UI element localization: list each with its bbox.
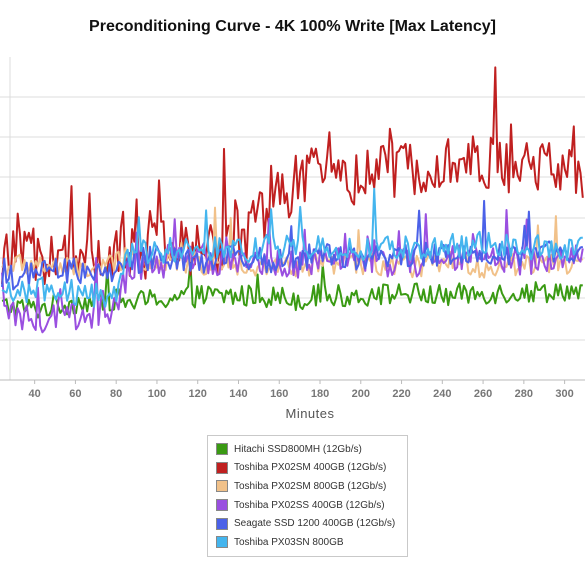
legend-item: Toshiba PX02SM 800GB (12Gb/s) (208, 477, 407, 496)
legend-item: Hitachi SSD800MH (12Gb/s) (208, 440, 407, 459)
x-tick-label: 160 (270, 388, 288, 400)
legend: Hitachi SSD800MH (12Gb/s) Toshiba PX02SM … (207, 435, 408, 557)
x-tick-label: 300 (555, 388, 573, 400)
legend-swatch (216, 499, 228, 512)
x-tick-label: 260 (474, 388, 492, 400)
legend-swatch (216, 461, 228, 474)
x-axis: 40 60 80 100 120 140 160 180 200 220 240 260 280 300 (0, 379, 585, 400)
x-tick-label: 180 (311, 388, 329, 400)
legend-swatch (216, 536, 228, 549)
x-tick-label: 140 (229, 388, 247, 400)
legend-label: Toshiba PX02SS 400GB (12Gb/s) (234, 499, 385, 511)
series-line (1, 187, 583, 308)
legend-item: Toshiba PX02SM 400GB (12Gb/s) (208, 459, 407, 478)
legend-item: Seagate SSD 1200 400GB (12Gb/s) (208, 514, 407, 533)
x-tick-label: 60 (69, 388, 81, 400)
x-tick-label: 120 (189, 388, 207, 400)
legend-label: Hitachi SSD800MH (12Gb/s) (234, 443, 362, 455)
x-tick-label: 280 (515, 388, 533, 400)
legend-label: Toshiba PX03SN 800GB (234, 536, 344, 548)
chart-title: Preconditioning Curve - 4K 100% Write [M… (89, 18, 496, 35)
x-tick-label: 240 (433, 388, 451, 400)
series-layer (1, 66, 584, 334)
x-tick-label: 200 (352, 388, 370, 400)
x-tick-label: 80 (110, 388, 122, 400)
legend-label: Toshiba PX02SM 400GB (12Gb/s) (234, 462, 387, 474)
series-line (1, 66, 584, 285)
legend-label: Toshiba PX02SM 800GB (12Gb/s) (234, 480, 387, 492)
x-axis-label: Minutes (285, 406, 334, 421)
x-tick-label: 220 (392, 388, 410, 400)
legend-swatch (216, 480, 228, 493)
x-tick-label: 100 (148, 388, 166, 400)
legend-label: Seagate SSD 1200 400GB (12Gb/s) (234, 518, 396, 530)
legend-swatch (216, 517, 228, 530)
x-tick-label: 40 (29, 388, 41, 400)
legend-item: Toshiba PX03SN 800GB (208, 533, 407, 552)
legend-swatch (216, 443, 228, 456)
legend-item: Toshiba PX02SS 400GB (12Gb/s) (208, 496, 407, 515)
